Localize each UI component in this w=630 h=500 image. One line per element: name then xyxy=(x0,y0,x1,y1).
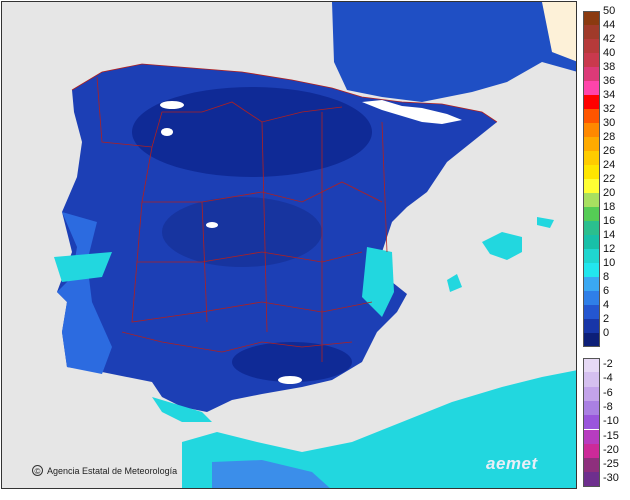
agency-credit: © Agencia Estatal de Meteorología xyxy=(32,465,177,476)
legend-label: 26 xyxy=(603,145,616,157)
legend-label: 42 xyxy=(603,33,616,45)
central-plateau xyxy=(162,197,322,267)
legend-swatch xyxy=(583,472,600,487)
legend-swatch xyxy=(583,263,600,277)
legend-label: 10 xyxy=(603,257,616,269)
legend-label: -4 xyxy=(603,372,613,385)
legend-swatch xyxy=(583,443,600,459)
legend-border xyxy=(583,11,600,347)
legend-label: 28 xyxy=(603,131,616,143)
north-africa xyxy=(182,370,576,488)
cold-spot xyxy=(160,101,184,109)
region-borders xyxy=(71,63,498,362)
legend-swatch xyxy=(583,165,600,179)
legend-swatch xyxy=(583,372,600,387)
ibiza xyxy=(447,274,462,292)
legend-label: 18 xyxy=(603,201,616,213)
legend-label: 20 xyxy=(603,187,616,199)
legend-label: -10 xyxy=(603,415,619,428)
map-canvas xyxy=(2,2,576,488)
cold-spot xyxy=(161,128,173,136)
legend-swatch xyxy=(583,137,600,151)
legend-label: -30 xyxy=(603,472,619,485)
legend-swatch xyxy=(583,25,600,39)
legend-label: 24 xyxy=(603,159,616,171)
legend-label: 32 xyxy=(603,103,616,115)
copyright-icon: © xyxy=(32,465,43,476)
legend-swatch xyxy=(583,179,600,193)
credit-text: Agencia Estatal de Meteorología xyxy=(47,465,178,476)
legend-swatch xyxy=(583,277,600,291)
legend-label: -2 xyxy=(603,358,613,370)
legend-label: 0 xyxy=(603,327,610,339)
legend-swatch xyxy=(583,319,600,333)
legend-swatch xyxy=(583,67,600,81)
legend-swatch xyxy=(583,333,600,347)
legend-swatch xyxy=(583,305,600,319)
legend-swatch xyxy=(583,358,600,373)
legend-label: 40 xyxy=(603,47,616,59)
outside-land xyxy=(542,2,576,62)
pyrenees-cold xyxy=(362,100,462,124)
legend-label: 2 xyxy=(603,313,610,325)
legend-label: 12 xyxy=(603,243,616,255)
legend-swatch xyxy=(583,415,600,430)
legend-swatch xyxy=(583,386,600,401)
legend-swatch xyxy=(583,11,600,25)
legend-label: -8 xyxy=(603,400,613,413)
legend-swatch xyxy=(583,123,600,137)
legend-swatch xyxy=(583,221,600,235)
legend-swatch xyxy=(583,291,600,305)
legend-label: 36 xyxy=(603,75,616,87)
legend-label: -15 xyxy=(603,429,619,442)
legend-label: 50 xyxy=(603,5,616,17)
cold-spot xyxy=(206,222,218,228)
cold-spot xyxy=(278,376,302,384)
legend-label: 34 xyxy=(603,89,616,101)
legend-label: 30 xyxy=(603,117,616,129)
northern-plateau xyxy=(132,87,372,177)
mallorca xyxy=(482,232,522,260)
legend-swatch xyxy=(583,458,600,473)
legend-label: 8 xyxy=(603,271,610,283)
legend-swatch xyxy=(583,151,600,165)
coastal-warm-east xyxy=(362,247,394,317)
legend-swatch xyxy=(583,109,600,123)
legend-label: -25 xyxy=(603,458,619,471)
legend-swatch xyxy=(583,39,600,53)
legend-label: 38 xyxy=(603,61,616,73)
legend-label: 22 xyxy=(603,173,616,185)
legend-swatch xyxy=(583,207,600,221)
legend-label: -20 xyxy=(603,443,619,456)
legend-label: 16 xyxy=(603,215,616,227)
menorca xyxy=(537,217,554,228)
legend-swatch xyxy=(583,193,600,207)
temperature-map xyxy=(1,1,577,489)
legend-swatch xyxy=(583,53,600,67)
france-region xyxy=(332,2,576,102)
legend-label: 6 xyxy=(603,285,610,297)
portugal-coast xyxy=(57,212,112,374)
legend-swatch xyxy=(583,95,600,109)
legend-swatch xyxy=(583,235,600,249)
legend-border xyxy=(583,358,600,487)
legend-label: 4 xyxy=(603,299,610,311)
legend-swatch xyxy=(583,400,600,416)
legend-label: 44 xyxy=(603,19,616,31)
legend-label: -6 xyxy=(603,386,613,399)
legend-swatch xyxy=(583,249,600,263)
temperature-legend: 50 44 42 40 38 36 34 32 30 28 26 24 22 20 18 16 14 12 10 8 6… xyxy=(583,5,629,489)
legend-swatch xyxy=(583,81,600,95)
coastal-warm-west xyxy=(54,252,112,282)
aemet-logo: aemet xyxy=(486,454,538,473)
legend-label: 14 xyxy=(603,229,616,241)
coastal-warm-south xyxy=(152,397,212,422)
legend-swatch xyxy=(583,429,600,444)
sierra-nevada-region xyxy=(232,342,352,382)
north-africa-inland xyxy=(212,460,330,488)
